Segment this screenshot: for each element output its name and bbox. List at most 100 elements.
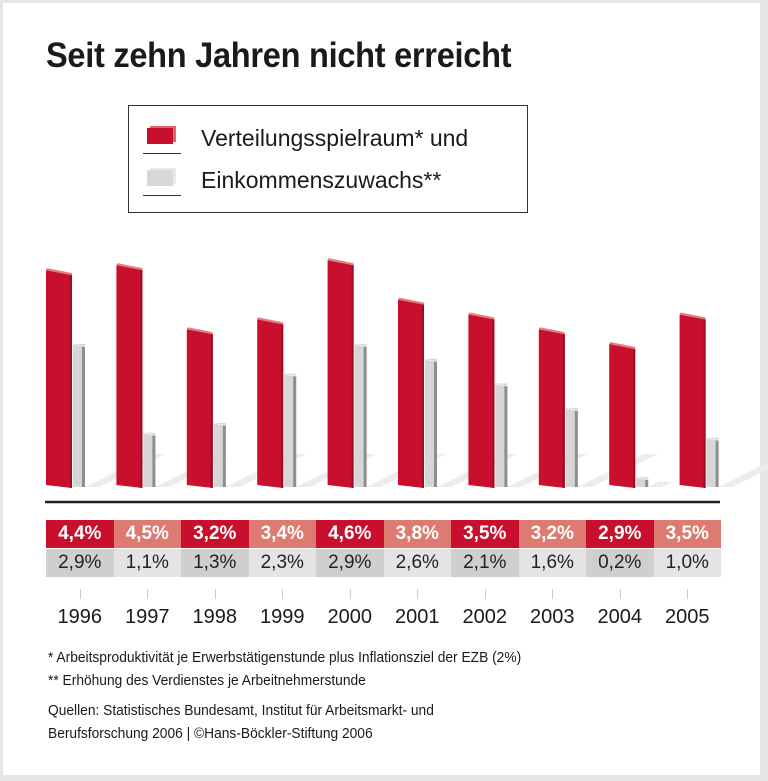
bar-red-front <box>327 260 354 488</box>
value-red-2004: 2,9% <box>586 520 654 548</box>
bar-red-side <box>633 349 636 488</box>
bar-red-front <box>116 265 143 488</box>
bar-red-front <box>468 314 495 488</box>
legend-item-einkommenszuwachs: Einkommenszuwachs** <box>143 160 441 200</box>
value-gray-2004: 0,2% <box>586 549 654 577</box>
legend: Verteilungsspielraum* und Einkommenszuwa… <box>128 105 528 213</box>
bar-red-front <box>398 299 424 488</box>
bar-gray-side <box>222 424 226 487</box>
legend-label: Einkommenszuwachs** <box>201 166 442 193</box>
bar-gray-top <box>636 477 649 481</box>
bar-gray-top <box>565 408 578 412</box>
value-red-1996: 4,4% <box>46 520 114 548</box>
bar-red-side <box>422 304 424 488</box>
bar-gray-2001 <box>425 358 437 487</box>
bar-gray-side <box>293 375 297 487</box>
bar-red-1999 <box>257 317 284 488</box>
bar-gray-side <box>574 410 578 487</box>
bar-red-front <box>679 314 706 488</box>
bar-gray-top <box>495 383 508 387</box>
bar-red-2001 <box>398 297 424 488</box>
x-tick-label: 2002 <box>462 606 508 628</box>
x-tick <box>79 589 81 599</box>
bar-gray-2004 <box>636 477 649 487</box>
x-tick-label: 1999 <box>260 606 305 628</box>
bar-red-front <box>257 319 284 488</box>
bar-gray-top <box>354 344 367 348</box>
legend-label: Verteilungsspielraum* und <box>201 124 469 151</box>
source-line-1: Quellen: Statistisches Bundesamt, Instit… <box>48 703 434 719</box>
bar-red-top <box>257 317 284 325</box>
bar-red-1998 <box>186 327 213 488</box>
value-gray-2003: 1,6% <box>518 549 586 577</box>
bar-gray-1999 <box>284 373 297 487</box>
bar-red-side <box>210 334 213 488</box>
bar-red-front <box>609 344 636 488</box>
bar-gray-2002 <box>495 383 508 487</box>
bar-red-1996 <box>46 268 72 488</box>
bar-gray-1998 <box>213 422 226 487</box>
bar-red-top <box>327 258 354 266</box>
x-tick-label: 1996 <box>57 606 103 628</box>
bar-red-front <box>46 270 72 488</box>
x-tick <box>214 589 216 599</box>
bar-gray-side <box>363 346 367 487</box>
x-tick <box>619 589 621 599</box>
bar-shadow <box>648 481 674 487</box>
bar-gray-2003 <box>565 408 578 487</box>
bar-red-side <box>703 319 706 488</box>
x-tick <box>484 589 486 599</box>
bar-gray-2000 <box>354 344 367 487</box>
footnote-2: ** Erhöhung des Verdienstes je Arbeitneh… <box>48 673 366 689</box>
value-gray-2001: 2,6% <box>383 549 451 577</box>
value-red-2003: 3,2% <box>518 520 586 548</box>
bar-gray-side <box>715 439 719 487</box>
bar-gray-top <box>425 358 437 362</box>
bar-gray-1996 <box>73 344 85 487</box>
bar-red-2002 <box>468 312 495 488</box>
bar-red-side <box>281 324 284 488</box>
footnote-1: * Arbeitsproduktivität je Erwerbstätigen… <box>48 650 522 666</box>
bar-red-side <box>351 265 354 488</box>
bar-gray-top <box>213 422 226 426</box>
x-tick <box>687 589 689 599</box>
bar-red-top <box>398 297 424 305</box>
bar-gray-side <box>152 434 156 487</box>
bar-red-2005 <box>679 312 706 488</box>
value-gray-1996: 2,9% <box>46 549 114 577</box>
bar-shadow <box>718 462 768 487</box>
bar-red-top <box>468 312 495 320</box>
bar-red-side <box>140 270 143 488</box>
value-gray-1998: 1,3% <box>181 549 249 577</box>
bar-gray-1997 <box>143 432 156 487</box>
bar-gray-top <box>706 437 719 441</box>
bar-red-2003 <box>538 327 565 488</box>
bar-red-top <box>679 312 706 320</box>
x-tick <box>552 589 554 599</box>
value-red-2000: 4,6% <box>316 520 384 548</box>
x-tick <box>349 589 351 599</box>
value-red-2001: 3,8% <box>383 520 451 548</box>
legend-swatch-gray <box>143 162 187 198</box>
bar-red-side <box>70 275 72 488</box>
chart-title: Seit zehn Jahren nicht erreicht <box>46 36 512 75</box>
bar-gray-side <box>434 360 437 487</box>
x-tick-label: 2005 <box>665 606 710 628</box>
bar-red-side <box>492 319 495 488</box>
bar-red-top <box>46 268 72 276</box>
value-red-2005: 3,5% <box>653 520 721 548</box>
bar-gray-side <box>82 346 85 487</box>
bar-red-1997 <box>116 263 143 488</box>
value-gray-2005: 1,0% <box>653 549 721 577</box>
bar-red-2000 <box>327 258 354 488</box>
bar-red-front <box>538 329 565 488</box>
x-tick-label: 2001 <box>395 606 440 628</box>
x-tick <box>147 589 149 599</box>
bar-red-2004 <box>609 342 636 488</box>
x-tick-label: 2004 <box>597 606 643 628</box>
value-gray-2000: 2,9% <box>316 549 384 577</box>
value-red-1999: 3,4% <box>248 520 316 548</box>
bar-red-top <box>538 327 565 335</box>
value-gray-2002: 2,1% <box>451 549 519 577</box>
bar-gray-side <box>504 385 508 487</box>
